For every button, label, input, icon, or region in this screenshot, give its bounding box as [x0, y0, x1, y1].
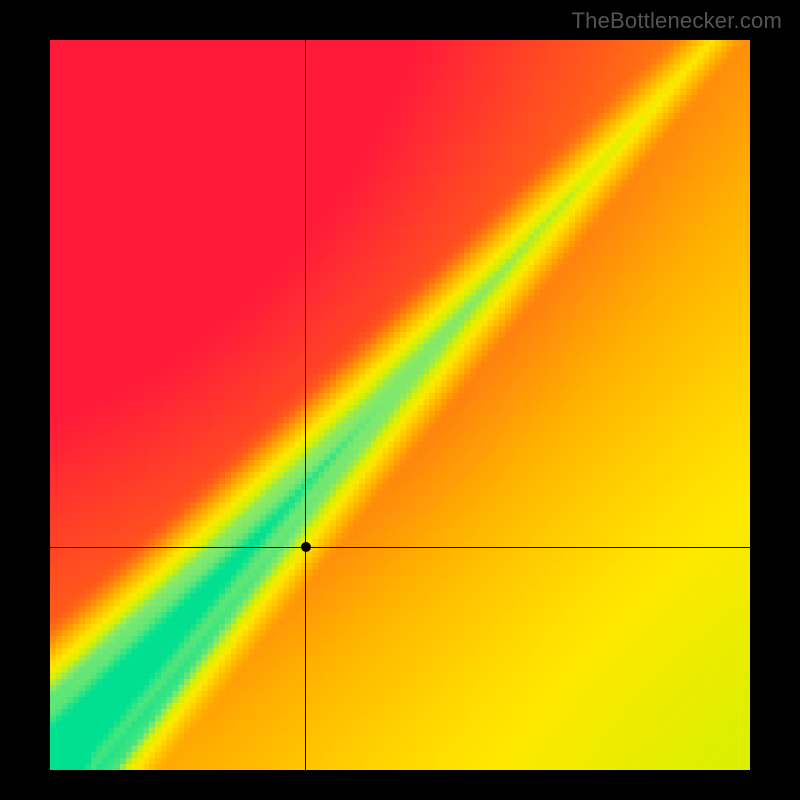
crosshair-vertical [305, 40, 306, 770]
crosshair-marker [301, 542, 311, 552]
heatmap-canvas [50, 40, 750, 770]
crosshair-horizontal [50, 547, 750, 548]
watermark-text: TheBottlenecker.com [572, 8, 782, 34]
chart-container: TheBottlenecker.com [0, 0, 800, 800]
plot-area [50, 40, 750, 770]
